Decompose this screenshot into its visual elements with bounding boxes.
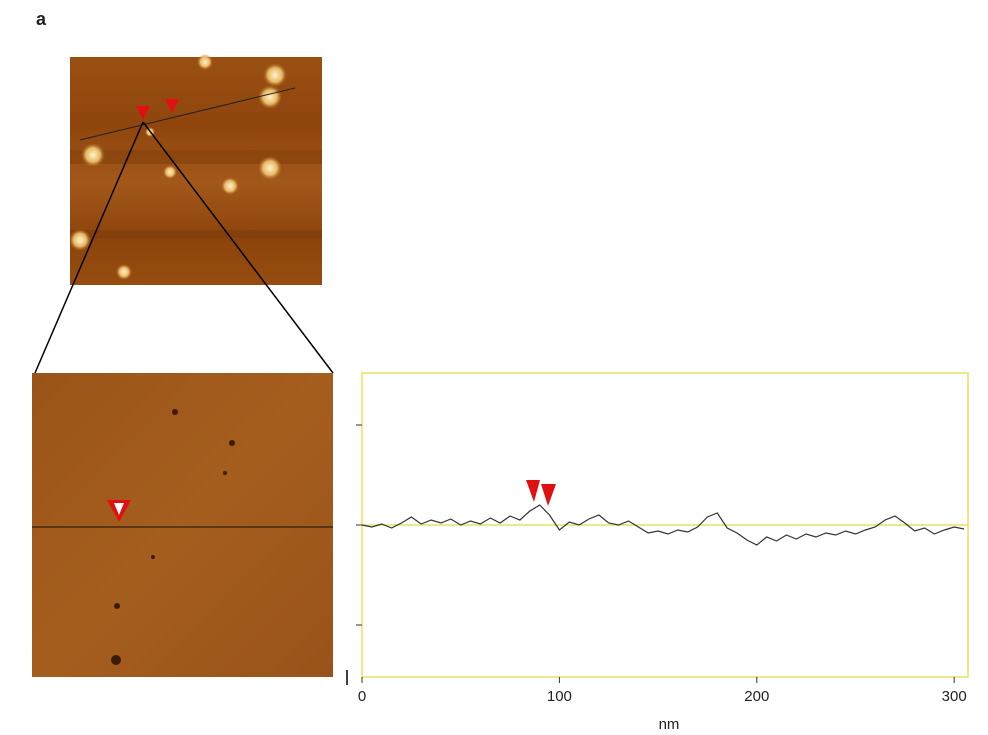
afm-overview bbox=[69, 54, 322, 285]
x-tick-label: 200 bbox=[744, 688, 769, 705]
panel-label: a bbox=[36, 9, 47, 29]
figure: a nm 0 100 200 300 bbox=[0, 0, 988, 735]
x-tick-label: 100 bbox=[547, 688, 572, 705]
afm-zoom bbox=[32, 373, 333, 677]
x-tick-label: 300 bbox=[942, 688, 967, 705]
x-axis-label: nm bbox=[659, 716, 680, 733]
x-tick-label: 0 bbox=[358, 688, 366, 705]
